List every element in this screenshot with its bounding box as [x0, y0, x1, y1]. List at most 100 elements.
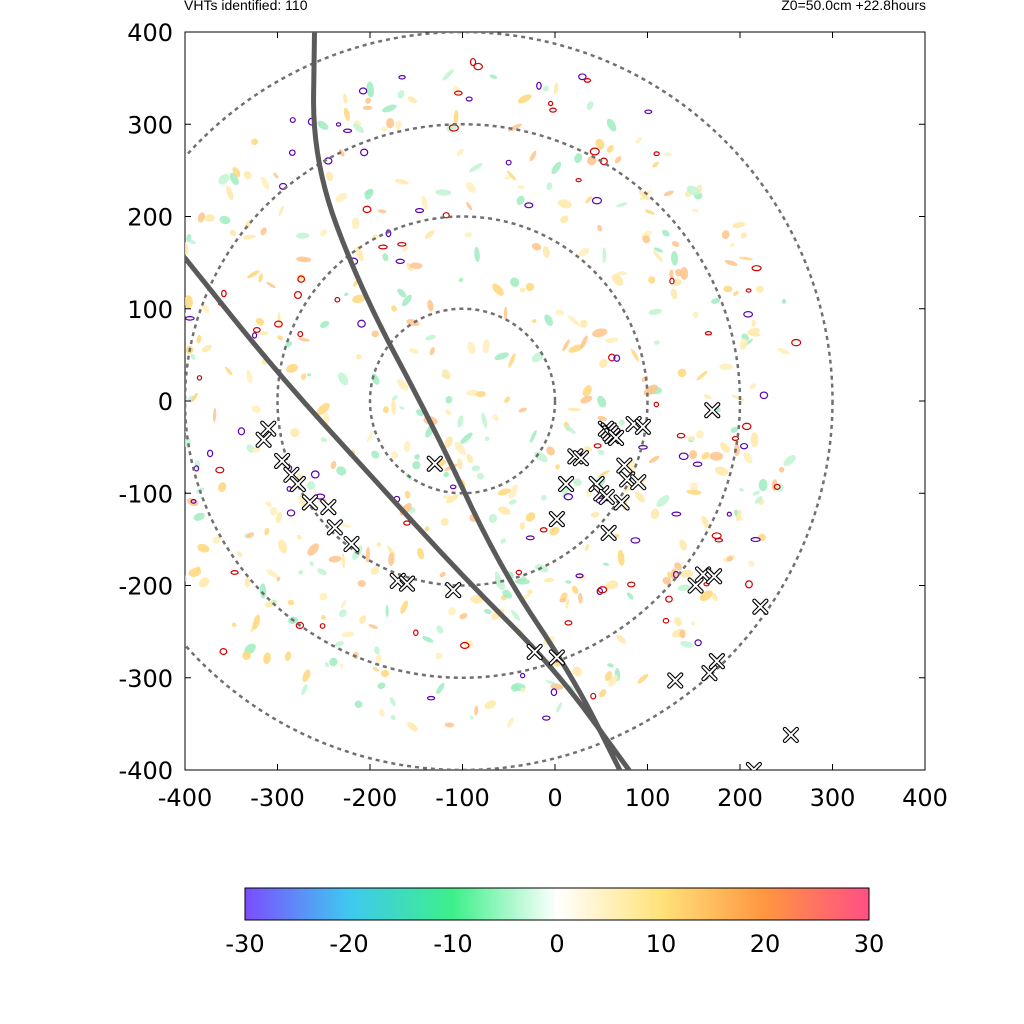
field-patch — [343, 93, 348, 104]
field-patch — [429, 347, 435, 356]
field-patch — [160, 535, 172, 549]
vorticity-contour — [426, 695, 436, 701]
field-patch — [652, 250, 663, 262]
field-patch — [193, 512, 205, 521]
vorticity-contour — [519, 672, 526, 679]
field-patch — [265, 501, 273, 507]
field-patch — [584, 543, 590, 551]
field-patch — [701, 451, 710, 460]
x-tick-label: 300 — [810, 784, 856, 812]
field-patch — [242, 234, 256, 240]
vorticity-contour — [413, 629, 419, 637]
field-patch — [391, 399, 397, 415]
field-patch — [359, 615, 367, 624]
field-patch — [663, 190, 674, 197]
field-patch — [520, 687, 526, 693]
field-patch — [732, 290, 739, 296]
field-patch — [196, 334, 202, 344]
field-patch — [565, 580, 572, 584]
field-patch — [188, 239, 196, 245]
colorbar-tick-label: -10 — [433, 930, 472, 958]
field-patch — [743, 451, 753, 464]
field-patch — [686, 435, 695, 441]
field-patch — [453, 110, 459, 124]
vorticity-contour — [750, 537, 761, 543]
field-patch — [525, 282, 535, 292]
field-patch — [338, 372, 349, 386]
field-patch — [341, 631, 355, 638]
y-tick-label: -400 — [119, 757, 173, 785]
field-patch — [551, 161, 562, 175]
field-patch — [255, 317, 264, 326]
vorticity-contour — [295, 621, 305, 630]
vorticity-contour — [453, 90, 463, 96]
field-patch — [475, 391, 486, 398]
field-patch — [185, 241, 189, 256]
field-patch — [422, 636, 434, 643]
field-patch — [436, 682, 445, 695]
field-patch — [616, 202, 628, 208]
field-patch — [606, 145, 614, 153]
field-patch — [352, 294, 366, 304]
vorticity-contour — [378, 244, 388, 250]
y-tick-label: -200 — [119, 573, 173, 601]
field-patch — [169, 263, 181, 274]
vht-marker — [343, 535, 360, 553]
field-patch — [560, 215, 569, 224]
field-patch — [296, 534, 302, 540]
vorticity-contour — [630, 537, 641, 544]
vorticity-contour — [564, 620, 573, 626]
field-patch — [218, 173, 230, 185]
vorticity-contour — [274, 320, 283, 328]
vorticity-contour — [118, 335, 126, 340]
field-patch — [481, 412, 488, 428]
field-patch — [754, 496, 763, 504]
field-patch — [388, 552, 395, 567]
field-patch — [371, 330, 379, 338]
field-patch — [354, 700, 363, 708]
vorticity-contour — [465, 96, 473, 102]
field-patch — [504, 175, 512, 180]
field-patch — [549, 526, 560, 536]
y-tick-label: 200 — [127, 204, 173, 232]
field-patch — [510, 277, 520, 288]
vorticity-contour — [745, 288, 752, 293]
vorticity-contour — [743, 311, 754, 318]
vorticity-contour — [297, 275, 306, 283]
vorticity-contour — [597, 586, 608, 594]
field-patch — [237, 551, 243, 558]
vht-marker — [301, 494, 318, 511]
field-patch — [667, 571, 672, 579]
field-patch — [417, 547, 425, 560]
field-patch — [567, 407, 582, 412]
vorticity-contour — [158, 379, 164, 384]
field-patch — [277, 311, 281, 327]
field-patch — [459, 613, 468, 620]
field-patch — [723, 285, 733, 293]
field-patch — [380, 126, 388, 132]
field-patch — [656, 495, 670, 508]
y-tick-label: 400 — [127, 19, 173, 47]
field-patch — [582, 385, 592, 397]
field-patch — [179, 398, 185, 405]
field-patch — [403, 440, 411, 452]
field-patch — [397, 90, 405, 99]
vorticity-contour — [589, 147, 600, 156]
vht-marker — [782, 726, 799, 744]
vht-marker — [687, 577, 704, 594]
vht-marker — [634, 418, 651, 435]
vorticity-contour — [638, 444, 648, 450]
field-patch — [511, 610, 521, 621]
field-patch — [526, 589, 533, 595]
field-patch — [652, 161, 659, 168]
vorticity-contour — [319, 623, 326, 629]
field-patch — [675, 268, 683, 277]
field-patch — [695, 430, 704, 439]
field-patch — [341, 553, 346, 569]
vorticity-contour — [773, 483, 781, 490]
field-patch — [563, 424, 576, 434]
field-patch — [519, 287, 526, 293]
x-tick-label: -300 — [250, 784, 304, 812]
field-patch — [517, 94, 532, 104]
field-patch — [355, 354, 362, 360]
